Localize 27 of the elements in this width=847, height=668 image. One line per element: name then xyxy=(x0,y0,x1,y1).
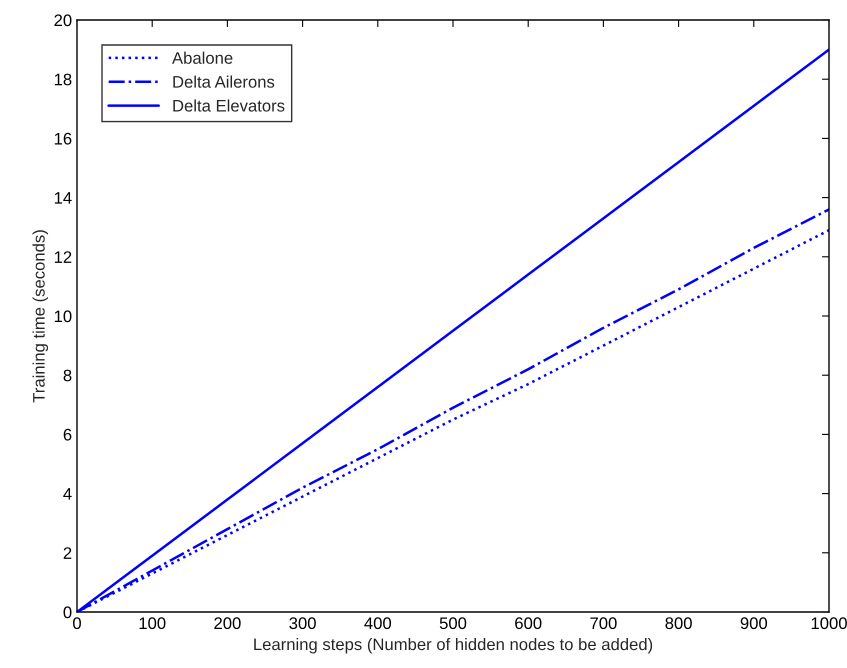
y-tick-label: 12 xyxy=(54,251,72,263)
y-tick-label: 18 xyxy=(54,74,72,86)
y-tick-label: 2 xyxy=(64,547,72,559)
x-tick-label: 500 xyxy=(440,617,466,630)
legend-label: Abalone xyxy=(172,52,232,64)
legend-label: Delta Ailerons xyxy=(173,76,274,88)
y-tick-label: 8 xyxy=(64,370,72,382)
x-tick-label: 200 xyxy=(214,617,241,630)
y-tick-label: 10 xyxy=(54,310,72,322)
x-tick-label: 0 xyxy=(73,617,81,630)
x-tick-label: 600 xyxy=(515,617,542,630)
y-tick-label: 16 xyxy=(54,132,72,145)
x-tick-label: 100 xyxy=(140,617,166,630)
y-tick-label: 14 xyxy=(54,192,72,204)
y-tick-label: 4 xyxy=(63,488,72,500)
y-tick-label: 6 xyxy=(64,428,72,441)
x-axis-title: Learning steps (Number of hidden nodes to be added) xyxy=(254,638,652,654)
y-axis-title: Training time (seconds) xyxy=(32,230,48,402)
y-tick-label: 20 xyxy=(54,14,72,26)
x-tick-label: 700 xyxy=(590,617,617,630)
x-tick-label: 900 xyxy=(740,617,768,630)
x-tick-label: 400 xyxy=(364,617,392,630)
x-tick-label: 300 xyxy=(289,617,316,630)
x-tick-label: 800 xyxy=(665,617,692,630)
y-tick-label: 0 xyxy=(64,606,72,618)
legend-label: Delta Elevators xyxy=(173,99,284,112)
x-tick-label: 1000 xyxy=(812,617,847,630)
